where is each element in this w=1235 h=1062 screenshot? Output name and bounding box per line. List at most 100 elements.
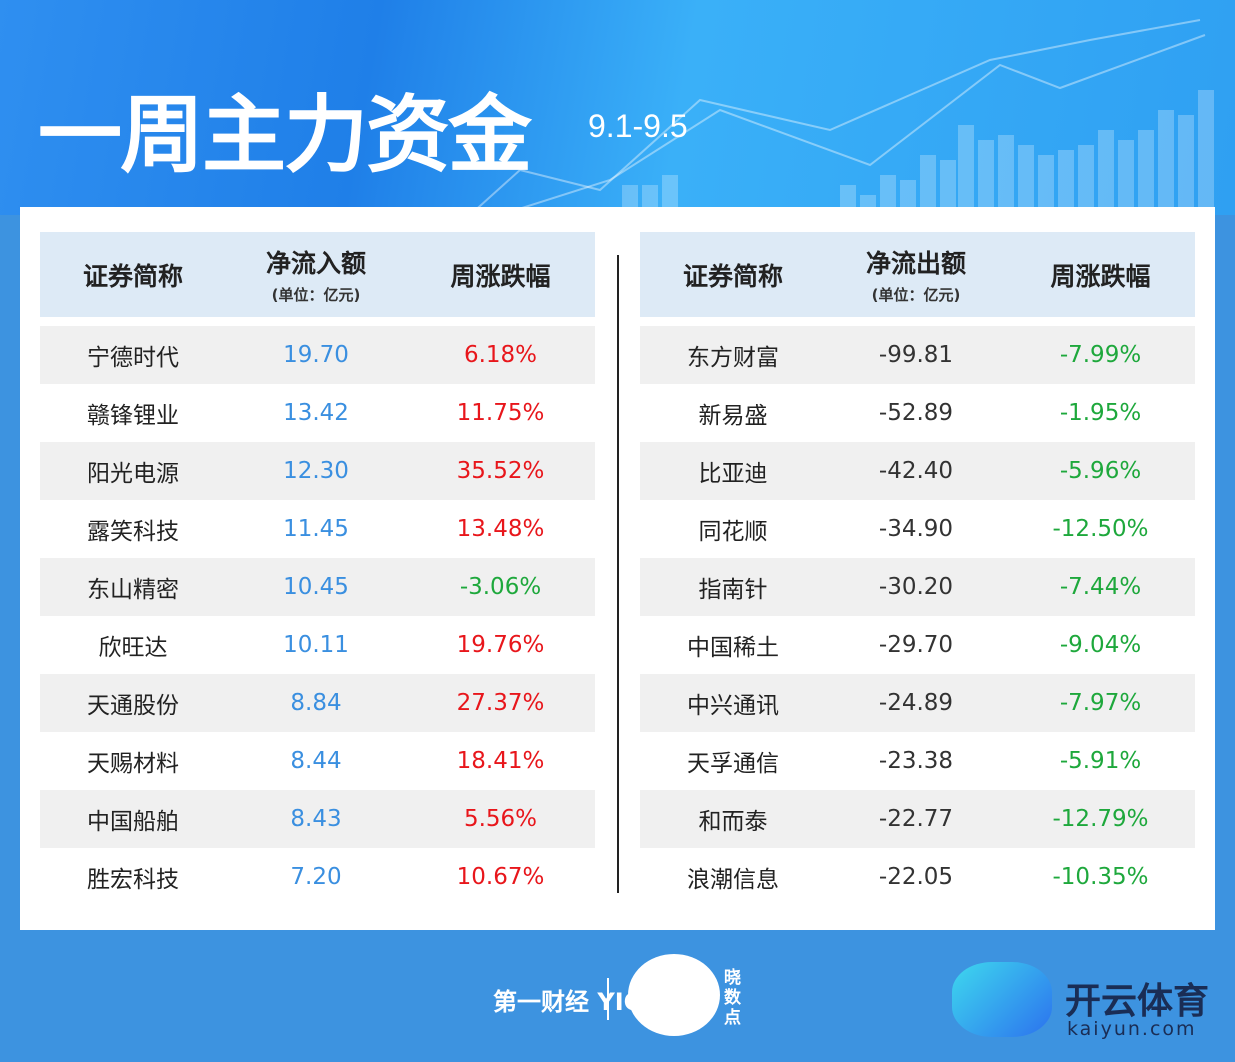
decorative-bar [1138, 130, 1154, 215]
net-flow-amount: 11.45 [283, 516, 349, 542]
weekly-change: -1.95% [1059, 400, 1142, 426]
weekly-change: 13.48% [456, 516, 545, 542]
decorative-bar [1078, 145, 1094, 215]
stock-name: 宁德时代 [87, 345, 179, 371]
table-row: 中国稀土 -29.70 -9.04% [640, 616, 1195, 674]
table-row: 浪潮信息 -22.05 -10.35% [640, 848, 1195, 906]
weekly-change: 18.41% [456, 748, 545, 774]
column-header-change: 周涨跌幅 [1050, 261, 1151, 291]
decorative-bar [900, 180, 916, 215]
table-row: 东山精密 10.45 -3.06% [40, 558, 595, 616]
weekly-change: -12.50% [1052, 516, 1149, 542]
weekly-change: 35.52% [456, 458, 545, 484]
table-header: 证券简称 净流入额 (单位：亿元) 周涨跌幅 [40, 232, 595, 317]
decorative-bar [880, 175, 896, 215]
decorative-bar [1038, 155, 1054, 215]
decorative-bar [1098, 130, 1114, 215]
stock-name: 中国船舶 [87, 809, 179, 835]
stock-name: 东方财富 [687, 345, 779, 371]
table-header: 证券简称 净流出额 (单位：亿元) 周涨跌幅 [640, 232, 1195, 317]
table-row: 同花顺 -34.90 -12.50% [640, 500, 1195, 558]
footer: 第一财经 YICAI 晓数点 开云体育 kaiyun.com [0, 930, 1235, 1062]
kaiyun-logo: 开云体育 [1065, 981, 1210, 1022]
stock-name: 中国稀土 [687, 635, 779, 661]
table-row: 东方财富 -99.81 -7.99% [640, 326, 1195, 384]
table-row: 天通股份 8.84 27.37% [40, 674, 595, 732]
stock-name: 东山精密 [87, 577, 179, 603]
weekly-change: 6.18% [463, 342, 538, 368]
decorative-bar [1158, 110, 1174, 215]
column-header-outflow: 净流出额 [865, 249, 966, 278]
weekly-change: 5.56% [463, 806, 538, 832]
stock-name: 浪潮信息 [687, 867, 779, 893]
net-flow-amount: -99.81 [878, 342, 954, 368]
weekly-change: -9.04% [1059, 632, 1142, 658]
decorative-bar [958, 125, 974, 215]
stock-name: 天通股份 [87, 693, 179, 719]
weekly-change: 19.76% [456, 632, 545, 658]
stock-name: 赣锋锂业 [87, 403, 179, 429]
stock-name: 欣旺达 [98, 635, 168, 661]
weekly-change: -7.99% [1059, 342, 1142, 368]
weekly-change: 10.67% [456, 864, 545, 890]
net-flow-amount: 10.45 [283, 574, 349, 600]
net-flow-amount: 8.44 [290, 748, 342, 774]
net-flow-amount: 7.20 [290, 864, 342, 890]
decorative-bar [1058, 150, 1074, 215]
net-flow-amount: -52.89 [878, 400, 954, 426]
banner-chart-decoration [469, 19, 1214, 215]
weekly-change: -7.97% [1059, 690, 1142, 716]
inflow-table: 证券简称 净流入额 (单位：亿元) 周涨跌幅 宁德时代 19.70 6.18% 赣锋… [40, 232, 595, 906]
decorative-bar [1018, 145, 1034, 215]
decorative-bar [998, 135, 1014, 215]
net-flow-amount: 8.84 [290, 690, 342, 716]
stock-name: 胜宏科技 [87, 867, 179, 893]
decorative-bar [940, 160, 956, 215]
table-row: 指南针 -30.20 -7.44% [640, 558, 1195, 616]
column-header-name: 证券简称 [82, 261, 183, 291]
table-row: 胜宏科技 7.20 10.67% [40, 848, 595, 906]
stock-name: 阳光电源 [87, 461, 179, 487]
weekly-change: -5.91% [1059, 748, 1142, 774]
stock-name: 天赐材料 [87, 751, 179, 777]
weekly-change: -5.96% [1059, 458, 1142, 484]
table-row: 中兴通讯 -24.89 -7.97% [640, 674, 1195, 732]
table-row: 天赐材料 8.44 18.41% [40, 732, 595, 790]
weekly-change: -10.35% [1052, 864, 1149, 890]
net-flow-amount: -23.38 [878, 748, 954, 774]
table-row: 露笑科技 11.45 13.48% [40, 500, 595, 558]
net-flow-amount: 19.70 [283, 342, 349, 368]
decorative-bar [1118, 140, 1134, 215]
table-row: 宁德时代 19.70 6.18% [40, 326, 595, 384]
stock-name: 指南针 [698, 577, 768, 603]
table-row: 比亚迪 -42.40 -5.96% [640, 442, 1195, 500]
decorative-bar [978, 140, 994, 215]
xiaoshudian-logo-mark [628, 954, 720, 1036]
table-row: 新易盛 -52.89 -1.95% [640, 384, 1195, 442]
logo-divider [607, 978, 609, 1020]
decorative-bar [920, 155, 936, 215]
weekly-change: -12.79% [1052, 806, 1149, 832]
net-flow-amount: 12.30 [283, 458, 349, 484]
xiaoshudian-logo: 晓数点 [724, 968, 741, 1028]
net-flow-amount: -22.77 [878, 806, 954, 832]
net-flow-amount: -29.70 [878, 632, 954, 658]
outflow-table: 证券简称 净流出额 (单位：亿元) 周涨跌幅 东方财富 -99.81 -7.99%… [640, 232, 1195, 906]
stock-name: 同花顺 [698, 519, 768, 545]
stock-name: 露笑科技 [87, 519, 179, 545]
net-flow-amount: 13.42 [283, 400, 349, 426]
date-range: 9.1-9.5 [588, 108, 688, 144]
unit-label: (单位：亿元) [271, 286, 361, 304]
table-row: 赣锋锂业 13.42 11.75% [40, 384, 595, 442]
banner: 一周主力资金 9.1-9.5 [0, 0, 1235, 215]
stock-name: 比亚迪 [698, 461, 768, 487]
decorative-bar [1198, 90, 1214, 215]
kaiyun-domain: kaiyun.com [1067, 1018, 1197, 1040]
page-title: 一周主力资金 [38, 86, 532, 184]
column-header-inflow: 净流入额 [265, 249, 366, 278]
weekly-change: 27.37% [456, 690, 545, 716]
weekly-change: -3.06% [459, 574, 542, 600]
stock-name: 新易盛 [698, 403, 768, 429]
table-row: 天孚通信 -23.38 -5.91% [640, 732, 1195, 790]
table-row: 欣旺达 10.11 19.76% [40, 616, 595, 674]
